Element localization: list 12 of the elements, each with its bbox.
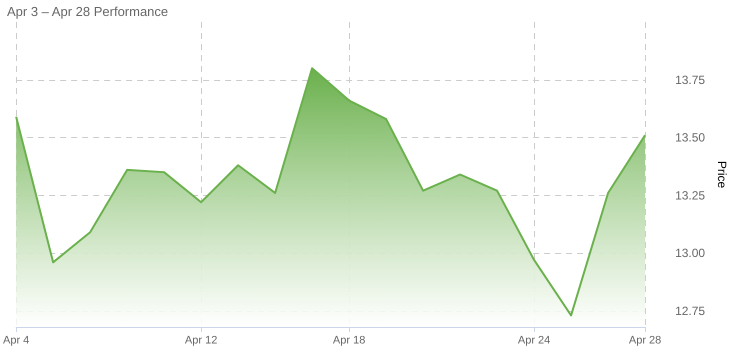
x-tick-label: Apr 18 [332,334,366,346]
x-tick-label: Apr 4 [2,334,30,346]
y-tick-label: 12.75 [675,304,706,318]
y-tick-label: 13.25 [675,188,706,202]
chart-title: Apr 3 – Apr 28 Performance [7,4,168,19]
x-tick-label: Apr 24 [518,334,550,346]
y-tick-label: 13.50 [675,130,706,145]
y-axis-title: Price [715,160,729,188]
y-tick-label: 13.00 [675,246,706,260]
x-tick-label: Apr 12 [184,334,218,346]
x-tick-label: Apr 28 [628,334,662,346]
y-tick-label: 13.75 [675,72,706,87]
